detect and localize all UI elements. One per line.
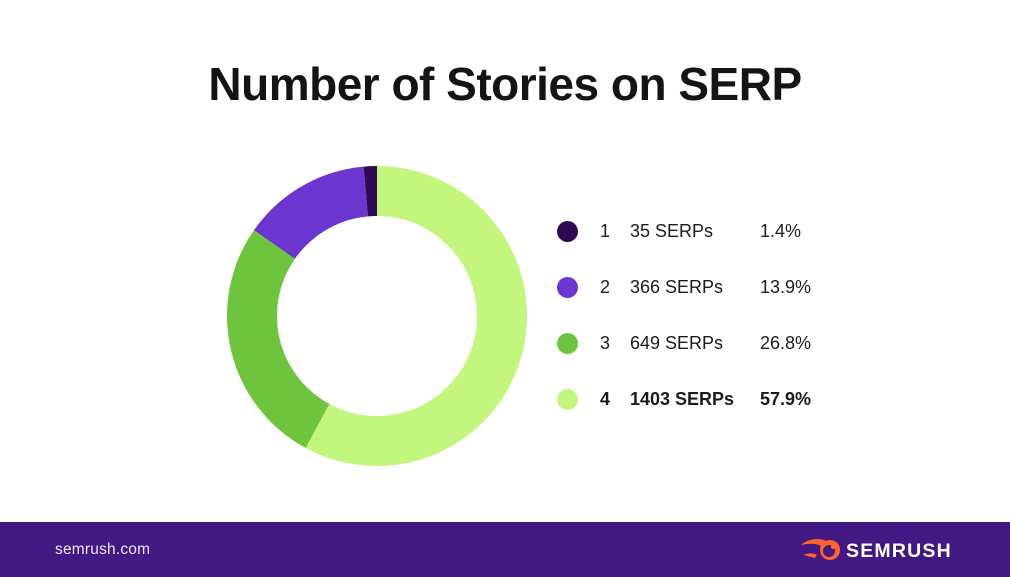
legend-row: 2 366 SERPs 13.9%: [557, 277, 811, 298]
chart-title: Number of Stories on SERP: [208, 58, 802, 110]
legend-row: 1 35 SERPs 1.4%: [557, 221, 811, 242]
footer: semrush.com SEMRUSH: [0, 522, 1010, 577]
legend-percent: 26.8%: [760, 333, 812, 353]
legend-category: 4: [600, 389, 611, 409]
legend-row: 4 1403 SERPs 57.9%: [557, 389, 811, 410]
chart-legend: 1 35 SERPs 1.4% 2 366 SERPs 13.9% 3 649 …: [557, 221, 811, 445]
legend-dot: [557, 333, 578, 354]
legend-percent: 13.9%: [760, 277, 812, 297]
legend-dot: [557, 277, 578, 298]
legend-dot: [557, 221, 578, 242]
semrush-comet-icon: [801, 538, 840, 560]
semrush-logo: SEMRUSH: [801, 538, 952, 562]
donut-hole: [277, 216, 477, 416]
semrush-wordmark: SEMRUSH: [846, 540, 952, 562]
legend-category: 2: [600, 277, 611, 297]
donut-chart: [227, 166, 527, 466]
legend-category: 1: [600, 221, 611, 241]
legend-value: 649 SERPs: [630, 333, 724, 353]
legend-value: 35 SERPs: [630, 221, 714, 241]
footer-site-url: semrush.com: [55, 540, 151, 558]
legend-category: 3: [600, 333, 611, 353]
legend-value: 366 SERPs: [630, 277, 724, 297]
legend-value: 1403 SERPs: [630, 389, 735, 409]
legend-row: 3 649 SERPs 26.8%: [557, 333, 811, 354]
legend-percent: 57.9%: [760, 389, 812, 409]
legend-percent: 1.4%: [760, 221, 802, 241]
legend-dot: [557, 389, 578, 410]
